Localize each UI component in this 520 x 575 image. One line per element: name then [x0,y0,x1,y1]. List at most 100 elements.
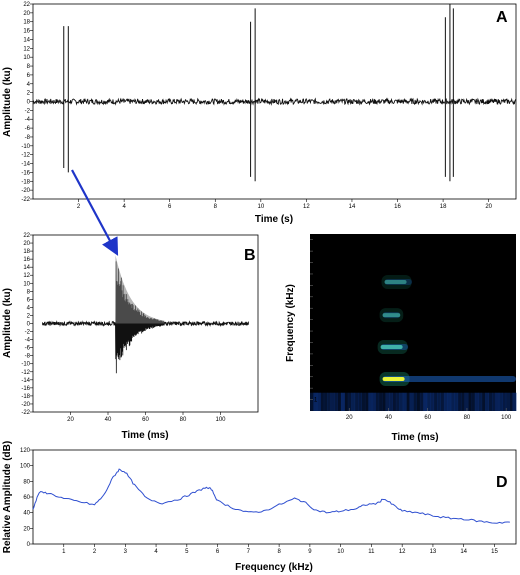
panel-d-frame [32,449,517,545]
panel-a-y-tick-label: 6 [27,73,31,79]
panel-c-y-tick-label: 2 [314,386,318,392]
panel-d-label: D [496,474,508,491]
panel-c-noise-cell [440,392,445,411]
panel-c-noise-cell [512,392,517,411]
panel-a-x-tick-label: 20 [485,204,492,210]
panel-c-bg [310,234,516,411]
panel-a-x-tick-label: 12 [303,204,310,210]
panel-a-x-tick-label: 2 [77,204,81,210]
panel-c-y-tick-label: 7 [314,329,318,335]
panel-b-waveform [41,255,250,374]
panel-d-x-tick-label: 14 [460,549,467,555]
panel-d-x-tick-label: 6 [216,549,220,555]
panel-c-y-ticks: 15 14 13 12 11 10 9 8 7 6 5 4 3 2 1 [310,238,321,404]
panel-d-y-tick-label: 60 [23,495,30,501]
panel-b-y-tick-label: -10 [21,362,30,368]
panel-a-y-tick-label: 0 [27,100,31,106]
panel-d-y-tick-label: 0 [27,542,31,548]
panel-c-noise-cell [509,392,514,411]
panel-a-y-tick-label: -4 [25,117,31,123]
panel-c-y-tick-label: 6 [314,340,318,346]
panel-c-noise-cell [358,392,362,411]
panel-c-y-tick-label: 5 [314,352,318,358]
panel-c-noise-cell [433,392,438,411]
panel-c-noise-cell [375,392,380,411]
panel-c-noise-cell [443,392,448,411]
panel-c-y-tick-label: 13 [314,261,321,267]
panel-c-noise-cell [457,392,462,411]
panel-b-x-ticks: 20 40 60 80 100 [67,412,226,423]
panel-b-y-tick-label: -18 [21,394,30,400]
panel-a-ylabel: Amplitude (ku) [2,67,13,137]
panel-c-noise-cell [395,392,400,411]
panel-b-y-tick-label: -20 [21,402,30,408]
panel-d-x-tick-label: 1 [62,549,66,555]
panel-b-y-tick-label: -12 [21,370,30,376]
panel-c-noise-cell [330,392,335,411]
panel-a-y-tick-label: 10 [23,55,30,61]
panel-a-y-tick-label: -10 [21,144,30,150]
panel-a-x-tick-label: 8 [214,204,218,210]
panel-b-y-tick-label: 4 [27,305,31,311]
panel-a-y-tick-label: -18 [21,179,30,185]
panel-c-noise-cell [481,392,486,411]
panel-d-y-tick-label: 100 [20,464,31,470]
panel-b-y-tick-label: -6 [25,346,31,352]
panel-b-y-tick-label: -22 [21,410,30,416]
panel-c-noise-cell [430,392,435,411]
panel-c-y-tick-label: 11 [314,283,321,289]
panel-b-y-tick-label: -2 [25,330,31,336]
panel-c-noise-cell [450,392,455,411]
panel-c-noise-cell [409,392,414,411]
panel-d-x-tick-label: 7 [247,549,251,555]
panel-c-noise-cell [313,392,318,411]
panel-c-noise-cell [498,392,503,411]
panel-b-y-tick-label: -14 [21,378,30,384]
panel-b-y-tick-label: -4 [25,338,31,344]
panel-d-spectrum [32,468,510,524]
panel-d-x-tick-label: 11 [368,549,375,555]
zoom-arrow [71,169,119,256]
panel-a-y-tick-label: 14 [23,37,30,43]
panel-c-noise-cell [399,392,404,411]
panel-a-y-tick-label: -14 [21,162,30,168]
panel-d-spectrum-line [32,468,510,524]
panel-c-noise-cell [334,392,338,411]
panel-b-y-tick-label: 0 [27,322,31,328]
panel-c-noise-cell [371,392,376,411]
panel-d-x-tick-label: 10 [337,549,344,555]
panel-c-noise-cell [502,392,507,411]
panel-c-spectrogram [310,274,517,411]
panel-c-noise-cell [454,392,459,411]
panel-b-envelope [115,255,165,324]
panel-a-y-tick-label: 8 [27,64,31,70]
panel-c-noise-cell [491,392,496,411]
panel-d-x-ticks: 1 2 3 4 5 6 7 8 9 10 11 12 13 14 15 [62,544,498,555]
panel-d-x-tick-label: 2 [93,549,97,555]
panel-c-noise-cell [340,392,345,411]
panel-d-y-tick-label: 120 [20,448,31,454]
panel-a-y-tick-label: -6 [25,126,31,132]
panel-c-y-tick-label: 4 [314,363,318,369]
panel-c-noise-cell [505,392,510,411]
panel-c-x-tick-label: 80 [464,415,471,421]
panel-d-x-tick-label: 8 [277,549,281,555]
panel-c-noise-cell [402,392,407,411]
panel-b-y-tick-label: 20 [23,241,30,247]
panel-c-noise-cell [364,392,369,411]
panel-c: 15 14 13 12 11 10 9 8 7 6 5 4 3 2 1 20 40 60 80 100 C Time… [285,234,517,443]
panel-a-y-tick-label: 22 [23,2,30,8]
panel-a-y-tick-label: 18 [23,20,30,26]
panel-c-x-ticks: 20 40 60 80 100 [346,408,512,421]
panel-b-y-tick-label: -8 [25,354,31,360]
panel-c-noise-cell [447,392,452,411]
panel-c-noise-cell [423,392,428,411]
panel-a-x-tick-label: 4 [122,204,126,210]
panel-b-y-tick-label: 12 [23,273,30,279]
panel-c-noise-cell [419,392,424,411]
panel-a-x-tick-label: 14 [349,204,356,210]
panel-c-band-core [380,345,403,350]
panel-d-ylabel: Relative Amplitude (dB) [2,441,13,553]
panel-a-y-tick-label: -8 [25,135,31,141]
panel-a-y-tick-label: -2 [25,108,31,114]
